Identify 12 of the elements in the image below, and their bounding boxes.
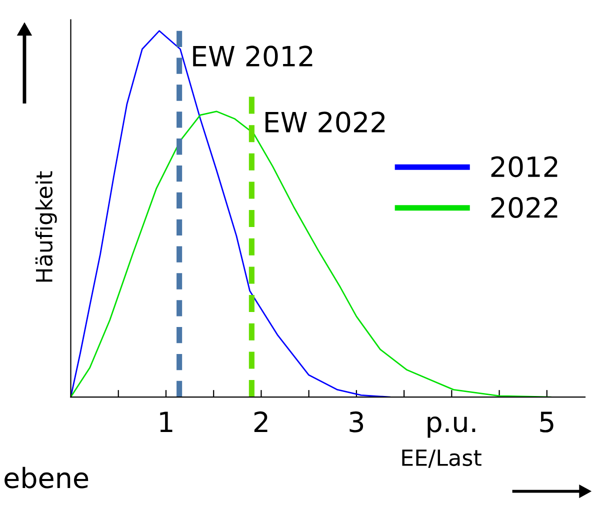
text: ebene: [4, 466, 88, 488]
legend-label: 2022: [491, 197, 558, 218]
y-axis-title: Häufigkeit: [35, 171, 57, 282]
x-tick-label: 5: [540, 412, 554, 432]
x-tick-label: 1: [160, 412, 172, 432]
annotation: EW 2012: [193, 46, 312, 67]
x-tick-label: 3: [350, 411, 364, 432]
x-tick-label: p.u.: [428, 416, 476, 438]
legend-label: 2012: [491, 156, 558, 178]
x-tick-label: 2: [254, 411, 268, 432]
annotation: EW 2022: [266, 112, 385, 133]
x-axis-title: EE/Last: [402, 450, 482, 468]
